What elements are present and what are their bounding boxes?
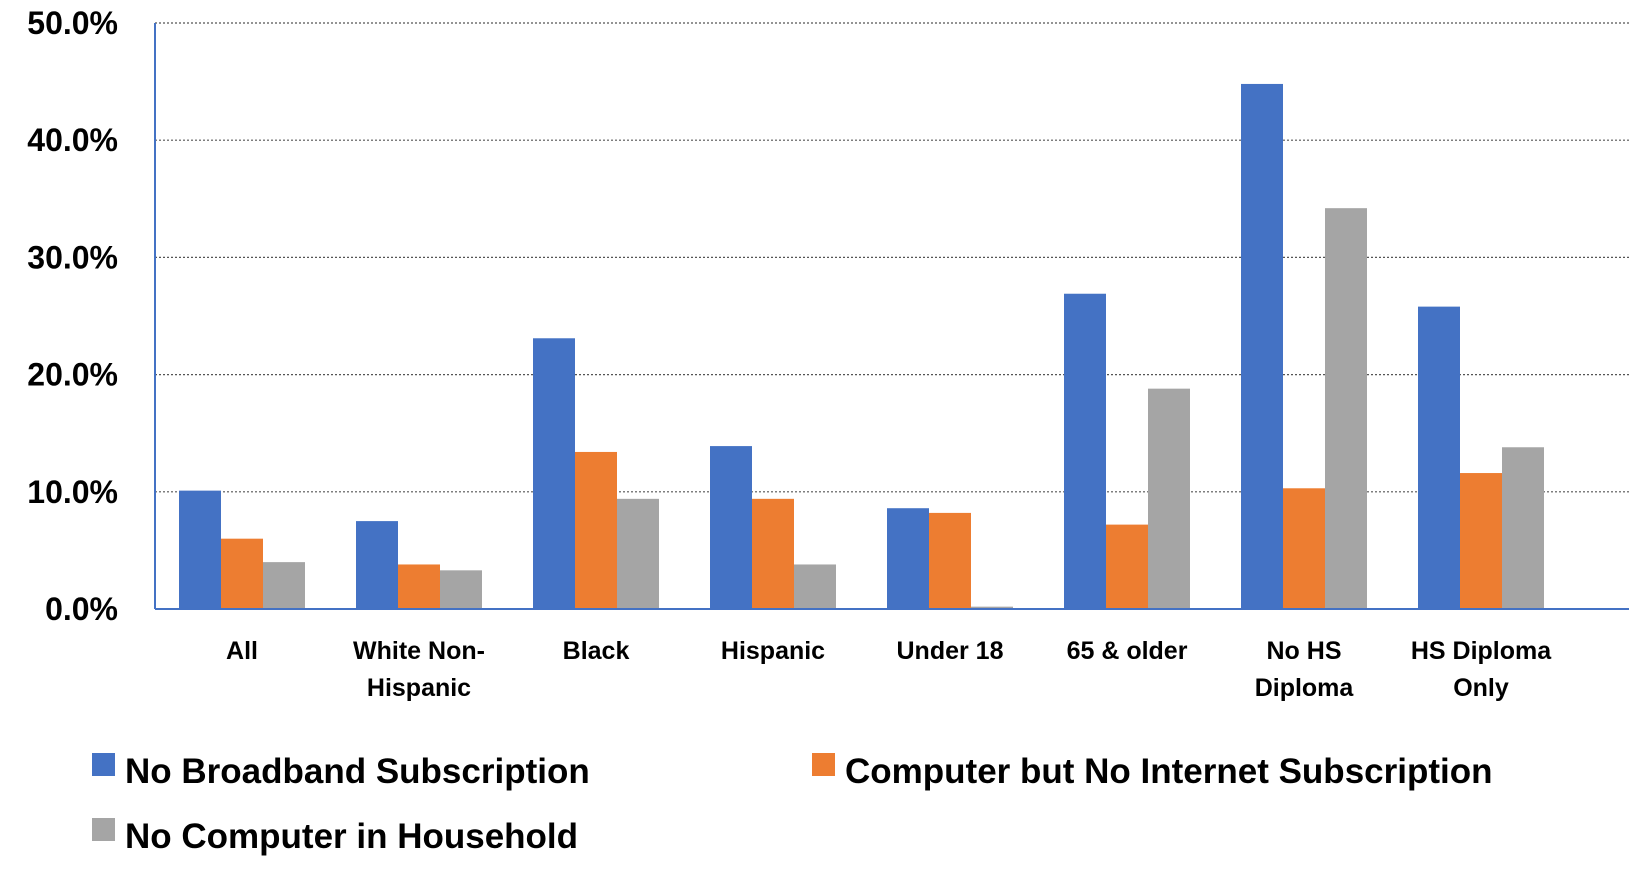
x-category-label: All	[226, 637, 258, 665]
y-tick-label: 40.0%	[27, 122, 118, 158]
legend-label: No Broadband Subscription	[125, 752, 590, 791]
bar-computer-but-no-internet-subscription-7	[1460, 473, 1502, 609]
bar-no-computer-in-household-7	[1502, 447, 1544, 609]
x-category-label: Hispanic	[367, 674, 471, 702]
bar-computer-but-no-internet-subscription-2	[575, 451, 617, 609]
legend: No Broadband Subscription Computer but No…	[92, 752, 1492, 856]
y-tick-label: 10.0%	[27, 474, 118, 510]
bar-no-computer-in-household-1	[440, 570, 482, 609]
x-category-label: White Non-	[353, 637, 485, 665]
bars	[179, 83, 1544, 610]
bar-computer-but-no-internet-subscription-6	[1283, 488, 1325, 609]
gridlines	[155, 22, 1629, 493]
x-category-label: HS Diploma	[1411, 637, 1552, 665]
x-category-label: 65 & older	[1067, 637, 1188, 665]
y-tick-label: 30.0%	[27, 239, 118, 275]
bar-no-computer-in-household-3	[794, 564, 836, 609]
bar-no-computer-in-household-4	[971, 606, 1013, 609]
x-category-label: Black	[563, 637, 630, 665]
bar-no-broadband-subscription-2	[533, 338, 575, 609]
bar-no-computer-in-household-5	[1148, 388, 1190, 609]
bar-computer-but-no-internet-subscription-4	[929, 512, 971, 609]
legend-label: No Computer in Household	[125, 817, 578, 856]
x-category-label: Diploma	[1255, 674, 1355, 702]
bar-computer-but-no-internet-subscription-1	[398, 564, 440, 609]
bar-no-broadband-subscription-7	[1418, 306, 1460, 609]
y-axis-tick-labels: 0.0% 10.0% 20.0% 30.0% 40.0% 50.0%	[27, 5, 118, 627]
bar-no-computer-in-household-0	[263, 562, 305, 609]
legend-swatch	[812, 753, 835, 776]
bar-computer-but-no-internet-subscription-3	[752, 498, 794, 609]
y-tick-label: 50.0%	[27, 5, 118, 41]
x-category-label: Hispanic	[721, 637, 825, 665]
bar-no-broadband-subscription-1	[356, 521, 398, 609]
axes	[154, 23, 1629, 610]
x-category-label: No HS	[1267, 637, 1342, 665]
bar-no-broadband-subscription-3	[710, 446, 752, 609]
legend-swatch	[92, 818, 115, 841]
y-tick-label: 20.0%	[27, 357, 118, 393]
bar-no-broadband-subscription-5	[1064, 293, 1106, 609]
x-category-label: Under 18	[897, 637, 1004, 665]
bar-no-computer-in-household-2	[617, 498, 659, 609]
bar-computer-but-no-internet-subscription-5	[1106, 524, 1148, 609]
x-axis-category-labels: All White Non- Hispanic Black Hispanic Under …	[226, 637, 1552, 702]
legend-swatch	[92, 753, 115, 776]
bar-no-broadband-subscription-4	[887, 508, 929, 609]
bar-computer-but-no-internet-subscription-0	[221, 538, 263, 609]
x-category-label: Only	[1453, 674, 1509, 702]
bar-no-broadband-subscription-0	[179, 490, 221, 609]
bar-no-computer-in-household-6	[1325, 208, 1367, 609]
legend-label: Computer but No Internet Subscription	[845, 752, 1492, 791]
bar-no-broadband-subscription-6	[1241, 83, 1283, 610]
y-tick-label: 0.0%	[45, 591, 118, 627]
